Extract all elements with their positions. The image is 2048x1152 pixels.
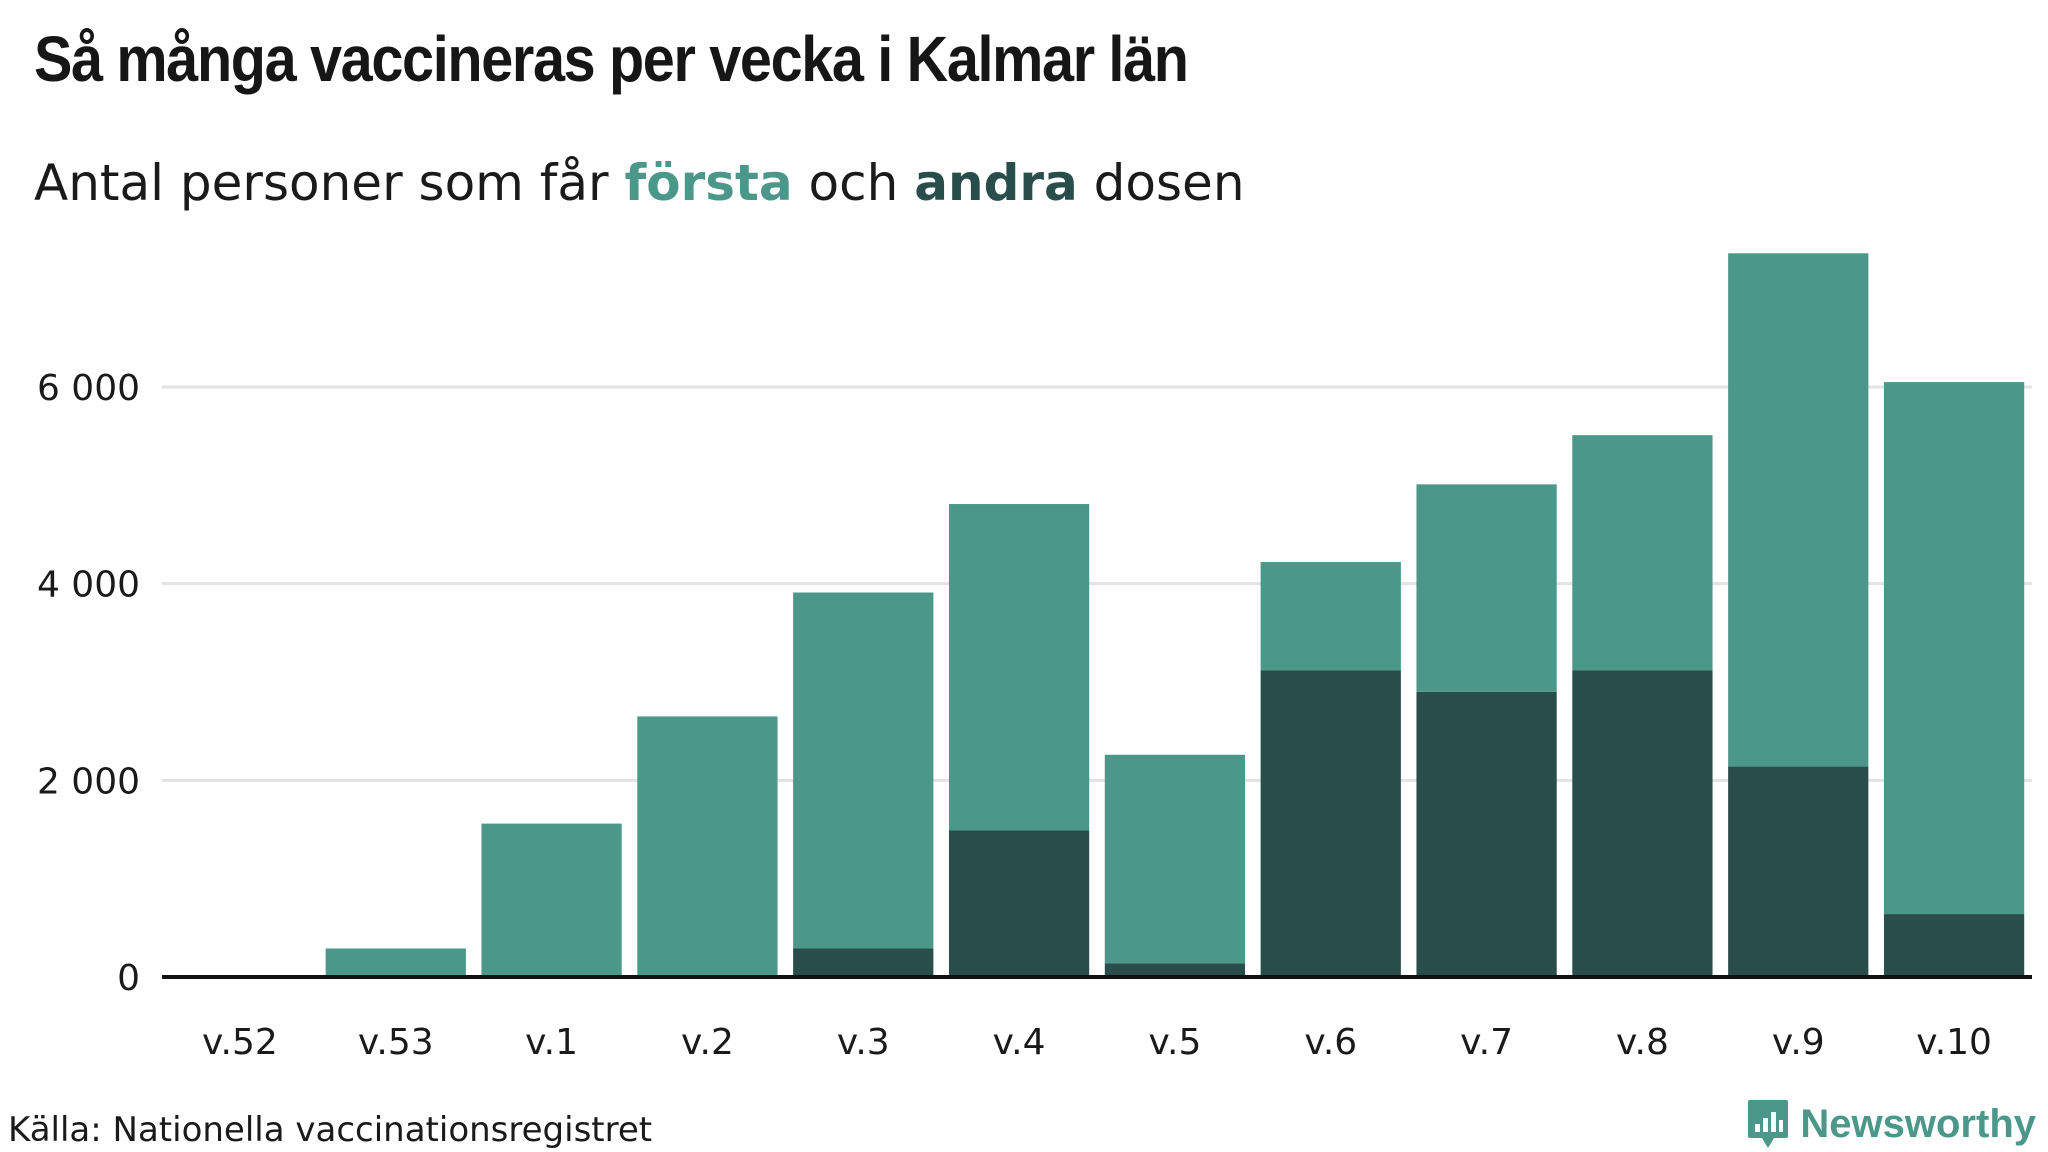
- grid-lines: [162, 385, 2032, 782]
- x-tick-label: v.6: [1304, 1022, 1357, 1063]
- x-tick-label: v.1: [525, 1022, 578, 1063]
- bar-first-dose: [1883, 382, 2025, 915]
- x-tick-label: v.53: [358, 1022, 434, 1063]
- stacked-bar-chart: 0 2 000 4 000 6 000 v.52 v.53 v.1 v.2 v.3 v.4 v.5 v…: [37, 253, 2032, 1063]
- source-note: Källa: Nationella vaccinationsregistret: [8, 1110, 653, 1150]
- bar-first-dose: [637, 716, 778, 977]
- bar-first-dose: [1104, 754, 1246, 964]
- bar-second-dose: [1104, 963, 1246, 977]
- y-tick-label: 6 000: [37, 368, 140, 409]
- newsworthy-logo-icon: [1748, 1100, 1789, 1148]
- x-tick-label: v.7: [1460, 1022, 1513, 1063]
- bar-first-dose: [1260, 562, 1401, 671]
- bar-second-dose: [948, 830, 1090, 977]
- subtitle-prefix: Antal personer som får: [34, 154, 609, 212]
- bar-first-dose: [1416, 484, 1557, 692]
- x-tick-label: v.4: [993, 1022, 1046, 1063]
- subtitle-first-dose: första: [624, 154, 793, 212]
- x-tick-label: v.3: [837, 1022, 890, 1063]
- y-tick-label: 4 000: [37, 565, 140, 606]
- x-tick-label: v.8: [1616, 1022, 1669, 1063]
- bar-second-dose: [1260, 670, 1401, 977]
- bar-first-dose: [481, 823, 622, 977]
- chart-subtitle: Antal personer som får första och andra …: [34, 154, 1245, 212]
- brand-name: Newsworthy: [1800, 1101, 2036, 1146]
- bars: [325, 253, 2025, 977]
- bar-first-dose: [325, 948, 466, 977]
- bar-first-dose: [948, 504, 1090, 831]
- x-tick-label: v.9: [1772, 1022, 1825, 1063]
- bar-first-dose: [793, 592, 934, 949]
- chart-title: Så många vaccineras per vecka i Kalmar l…: [34, 23, 1189, 95]
- bar-second-dose: [1416, 691, 1557, 977]
- bar-first-dose: [1728, 253, 1869, 767]
- subtitle-suffix: dosen: [1093, 154, 1245, 212]
- bar-second-dose: [1572, 670, 1713, 977]
- subtitle-mid: och: [808, 154, 899, 212]
- bar-second-dose: [1728, 766, 1869, 977]
- axes: 0 2 000 4 000 6 000 v.52 v.53 v.1 v.2 v.3 v.4 v.5 v…: [37, 368, 2032, 1063]
- x-tick-label: v.2: [681, 1022, 734, 1063]
- x-tick-label: v.5: [1148, 1022, 1201, 1063]
- y-tick-label: 0: [117, 958, 140, 999]
- bar-second-dose: [1883, 914, 2025, 977]
- x-tick-label: v.52: [202, 1022, 278, 1063]
- y-tick-label: 2 000: [37, 761, 140, 802]
- subtitle-second-dose: andra: [914, 154, 1078, 212]
- brand: Newsworthy: [1746, 1098, 2036, 1150]
- bar-first-dose: [1572, 435, 1713, 671]
- bar-second-dose: [793, 948, 934, 977]
- x-tick-label: v.10: [1916, 1022, 1992, 1063]
